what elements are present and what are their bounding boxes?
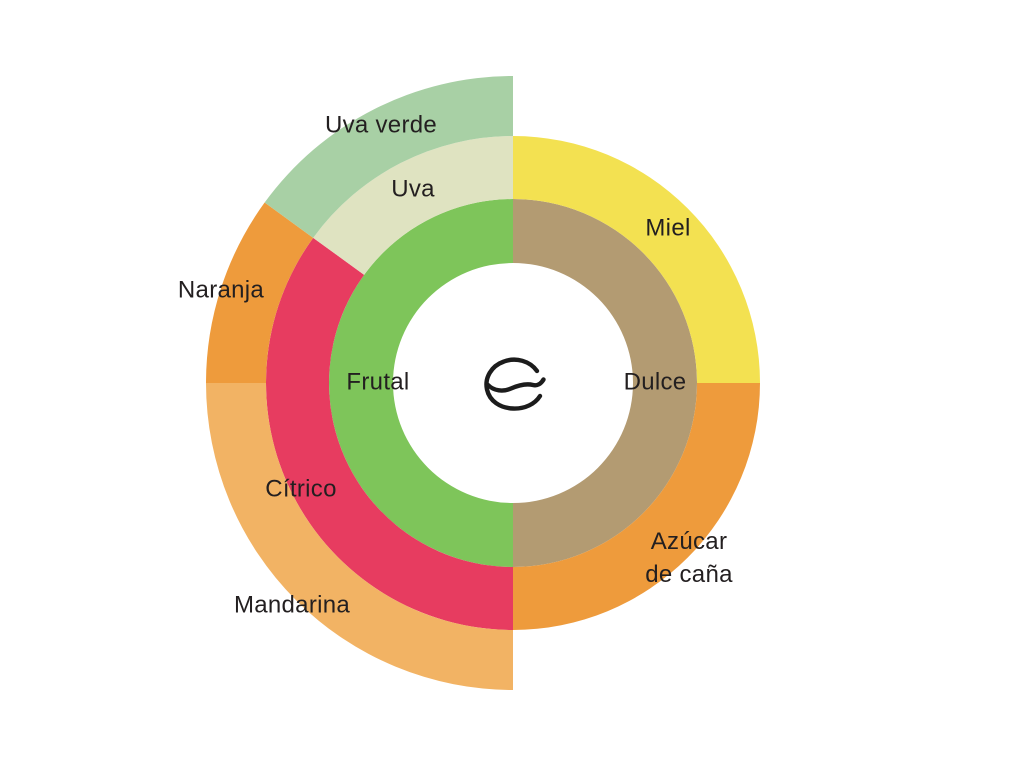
segment-dulce [513,199,697,567]
segment-citrico [265,237,513,630]
segment-uva [313,136,513,275]
segment-label-frutal: Frutal [346,368,410,396]
segment-label-dulce: Dulce [623,368,687,396]
bean-outline-stroke [484,357,543,411]
segment-label-miel: Miel [645,214,691,242]
coffee-bean-logo [484,357,546,411]
segment-label-uva-verde: Uva verde [324,111,438,139]
segment-miel [513,136,760,383]
segment-label-citrico: Cítrico [265,475,337,503]
segment-uva-verde [264,76,513,238]
segment-azucar-de-cana [513,383,760,630]
bean-crease-stroke [485,377,546,393]
segment-naranja [206,202,314,383]
segment-label-mandarina: Mandarina [233,591,351,619]
segment-label-naranja: Naranja [177,276,265,304]
segment-label-uva: Uva [391,175,435,203]
segment-frutal [329,199,513,567]
segment-label-azucar-de-cana: Azúcar de caña [645,528,733,588]
segment-mandarina [206,383,513,690]
